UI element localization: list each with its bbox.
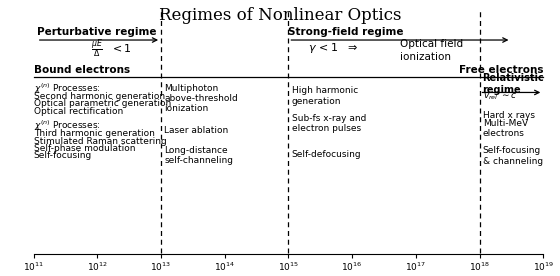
Text: ionization: ionization (400, 52, 451, 62)
Text: $v_{rel}\ \sim c$: $v_{rel}\ \sim c$ (483, 92, 517, 102)
Text: Free electrons: Free electrons (459, 65, 543, 75)
Text: Optical field: Optical field (400, 39, 463, 49)
Text: Stimulated Raman scattering: Stimulated Raman scattering (34, 137, 166, 145)
Text: Third harmonic generation: Third harmonic generation (34, 129, 155, 138)
Text: Relativistic
regime: Relativistic regime (482, 73, 544, 95)
Text: Multi-MeV
electrons: Multi-MeV electrons (483, 119, 528, 138)
Text: Regimes of Nonlinear Optics: Regimes of Nonlinear Optics (158, 7, 402, 24)
Text: Optical rectification: Optical rectification (34, 107, 123, 116)
Text: Optical parametric generation: Optical parametric generation (34, 99, 171, 108)
Text: $\gamma$ < 1  $\Rightarrow$: $\gamma$ < 1 $\Rightarrow$ (307, 41, 358, 55)
Text: Long-distance
self-channeling: Long-distance self-channeling (164, 146, 233, 165)
Text: Self-focusing: Self-focusing (34, 152, 92, 160)
Text: Bound electrons: Bound electrons (34, 65, 130, 75)
Text: $\frac{\mu E}{\Delta}$: $\frac{\mu E}{\Delta}$ (91, 37, 103, 60)
Text: High harmonic
generation: High harmonic generation (292, 86, 358, 106)
Text: $\chi^{(n)}$ Processes:: $\chi^{(n)}$ Processes: (34, 118, 100, 133)
Text: Hard x rays: Hard x rays (483, 112, 535, 120)
Text: $< 1$: $< 1$ (110, 42, 132, 54)
Text: Second harmonic generation: Second harmonic generation (34, 92, 165, 101)
Text: Sub-fs x-ray and
electron pulses: Sub-fs x-ray and electron pulses (292, 114, 366, 133)
Text: Self-focusing
& channeling: Self-focusing & channeling (483, 146, 543, 166)
Text: Self-phase modulation: Self-phase modulation (34, 144, 135, 153)
Text: Perturbative regime: Perturbative regime (37, 27, 156, 37)
Text: Strong-field regime: Strong-field regime (288, 27, 404, 37)
Text: Multiphoton
above-threshold
ionization: Multiphoton above-threshold ionization (164, 84, 238, 113)
Text: Self-defocusing: Self-defocusing (292, 150, 361, 159)
Text: Laser ablation: Laser ablation (164, 126, 228, 135)
Text: $\chi^{(n)}$ Processes:: $\chi^{(n)}$ Processes: (34, 81, 100, 95)
